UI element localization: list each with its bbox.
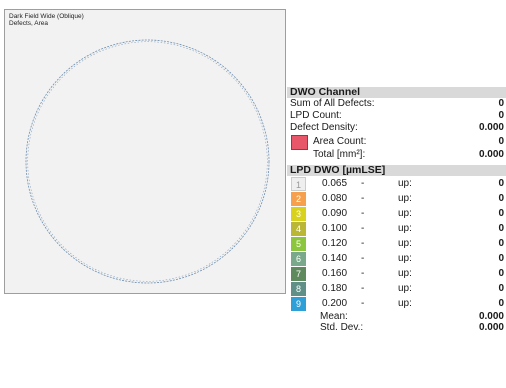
lpd-count-label: LPD Count: (290, 110, 342, 121)
lpd-bin-swatch: 5 (291, 237, 306, 251)
mean-row: Mean: 0.000 (287, 311, 506, 322)
lpd-bin-count: 0 (498, 253, 504, 264)
lpd-bin-dash: - (361, 193, 365, 204)
dwo-channel-header: DWO Channel (287, 87, 506, 98)
defect-density-row: Defect Density: 0.000 (287, 122, 506, 134)
stddev-row: Std. Dev.: 0.000 (287, 322, 506, 333)
total-area-value: 0.000 (478, 149, 504, 160)
lpd-bin-list: 1 0.065 - up: 0 2 0.080 - up: 0 3 0.090 - up: 0 4 0.100 -… (287, 176, 506, 311)
mean-label: Mean: (320, 311, 348, 322)
lpd-bin-dash: - (361, 208, 365, 219)
sum-of-defects-row: Sum of All Defects: 0 (287, 98, 506, 110)
lpd-bin-up-label: up: (398, 238, 412, 249)
lpd-bin-row: 9 0.200 - up: 0 (287, 296, 506, 311)
lpd-bin-count: 0 (498, 208, 504, 219)
lpd-bin-threshold: 0.100 (322, 223, 348, 234)
lpd-bin-row: 4 0.100 - up: 0 (287, 221, 506, 236)
map-title-line1: Dark Field Wide (Oblique) (9, 13, 84, 20)
lpd-bin-threshold: 0.200 (322, 298, 348, 309)
lpd-bin-swatch: 9 (291, 297, 306, 311)
lpd-bin-threshold: 0.160 (322, 268, 348, 279)
lpd-bin-up-label: up: (398, 298, 412, 309)
lpd-bin-dash: - (361, 268, 365, 279)
lpd-bin-dash: - (361, 253, 365, 264)
lpd-bin-row: 1 0.065 - up: 0 (287, 176, 506, 191)
lpd-bin-row: 8 0.180 - up: 0 (287, 281, 506, 296)
lpd-bin-swatch: 7 (291, 267, 306, 281)
defect-density-label: Defect Density: (290, 122, 358, 133)
lpd-bin-row: 2 0.080 - up: 0 (287, 191, 506, 206)
lpd-bin-row: 7 0.160 - up: 0 (287, 266, 506, 281)
lpd-bin-up-label: up: (398, 283, 412, 294)
lpd-bin-dash: - (361, 178, 365, 189)
sum-of-defects-value: 0 (498, 98, 504, 109)
lpd-bin-threshold: 0.120 (322, 238, 348, 249)
lpd-bin-swatch: 8 (291, 282, 306, 296)
lpd-bin-dash: - (361, 238, 365, 249)
lpd-bin-count: 0 (498, 268, 504, 279)
lpd-bin-count: 0 (498, 238, 504, 249)
lpd-bin-swatch: 4 (291, 222, 306, 236)
lpd-bin-swatch: 6 (291, 252, 306, 266)
statistics-panel: DWO Channel Sum of All Defects: 0 LPD Co… (287, 87, 506, 333)
sum-of-defects-label: Sum of All Defects: (290, 98, 375, 109)
lpd-bin-up-label: up: (398, 208, 412, 219)
defect-density-value: 0.000 (478, 122, 504, 133)
lpd-dwo-header: LPD DWO [µmLSE] (287, 165, 506, 176)
lpd-bin-count: 0 (498, 193, 504, 204)
mean-value: 0.000 (478, 311, 504, 322)
total-area-label: Total [mm²]: (313, 149, 366, 160)
lpd-bin-row: 6 0.140 - up: 0 (287, 251, 506, 266)
lpd-bin-dash: - (361, 223, 365, 234)
total-area-row: Total [mm²]: 0.000 (287, 149, 506, 161)
area-count-value: 0 (498, 136, 504, 147)
wafer-outline (25, 39, 270, 284)
lpd-bin-count: 0 (498, 298, 504, 309)
lpd-count-row: LPD Count: 0 (287, 110, 506, 122)
lpd-bin-row: 3 0.090 - up: 0 (287, 206, 506, 221)
lpd-bin-count: 0 (498, 223, 504, 234)
map-title: Dark Field Wide (Oblique) Defects, Area (9, 13, 84, 27)
lpd-bin-swatch: 2 (291, 192, 306, 206)
lpd-bin-up-label: up: (398, 178, 412, 189)
lpd-bin-up-label: up: (398, 193, 412, 204)
lpd-bin-up-label: up: (398, 223, 412, 234)
stddev-value: 0.000 (478, 322, 504, 333)
lpd-bin-dash: - (361, 298, 365, 309)
lpd-bin-row: 5 0.120 - up: 0 (287, 236, 506, 251)
lpd-bin-threshold: 0.080 (322, 193, 348, 204)
lpd-bin-up-label: up: (398, 253, 412, 264)
lpd-bin-threshold: 0.065 (322, 178, 348, 189)
lpd-bin-count: 0 (498, 178, 504, 189)
lpd-bin-dash: - (361, 283, 365, 294)
lpd-bin-up-label: up: (398, 268, 412, 279)
stddev-label: Std. Dev.: (320, 322, 364, 333)
area-count-label: Area Count: (313, 136, 367, 147)
area-color-swatch (291, 135, 308, 150)
area-count-row: Area Count: 0 (287, 134, 506, 150)
lpd-bin-threshold: 0.180 (322, 283, 348, 294)
lpd-bin-threshold: 0.140 (322, 253, 348, 264)
wafer-map-panel: Dark Field Wide (Oblique) Defects, Area (4, 9, 286, 294)
lpd-bin-swatch: 3 (291, 207, 306, 221)
map-title-line2: Defects, Area (9, 20, 49, 27)
lpd-bin-swatch: 1 (291, 177, 306, 191)
lpd-bin-threshold: 0.090 (322, 208, 348, 219)
lpd-count-value: 0 (498, 110, 504, 121)
lpd-bin-count: 0 (498, 283, 504, 294)
